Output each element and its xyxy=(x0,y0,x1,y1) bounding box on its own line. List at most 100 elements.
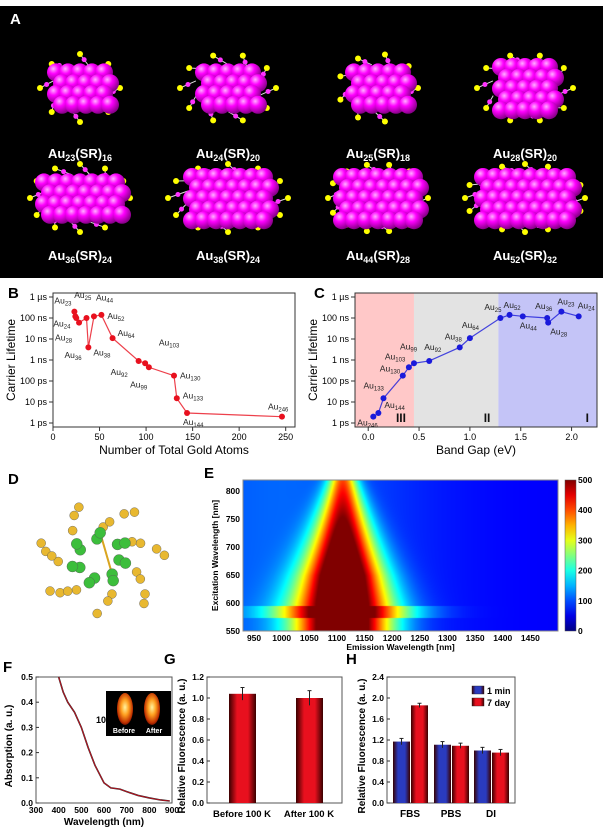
subscript: 38 xyxy=(455,337,462,343)
x-category-label: PBS xyxy=(441,809,462,820)
sulfur-atom xyxy=(285,195,291,201)
sulfur-atom xyxy=(77,229,83,235)
sulfur-atom xyxy=(363,228,370,235)
cluster-formula: Au25(SR)18 xyxy=(346,146,410,163)
formula-part: Au xyxy=(557,297,568,307)
absorption-curve-after xyxy=(58,676,170,802)
formula-part: Au xyxy=(48,146,65,161)
gold-atom xyxy=(67,525,78,536)
cluster-formula: Au44(SR)28 xyxy=(346,248,410,265)
x-tick-label: 1450 xyxy=(521,633,540,643)
x-tick-label: 1000 xyxy=(272,633,291,643)
point-label: Au246 xyxy=(357,418,378,430)
y-tick-label: 0.4 xyxy=(372,777,384,787)
bar xyxy=(474,750,491,803)
subscript: 36 xyxy=(75,356,82,362)
y-tick-label: 2.4 xyxy=(372,672,384,682)
ligand-gold-atom xyxy=(275,199,281,205)
data-point xyxy=(506,311,513,318)
y-axis-label: Absorption (a. u.) xyxy=(4,705,15,788)
sulfur-atom xyxy=(325,195,331,201)
formula-part: Au xyxy=(535,301,546,311)
y-tick-label: 550 xyxy=(226,626,240,636)
formula-part: Au xyxy=(55,333,66,343)
sulfur-atom xyxy=(522,161,528,167)
point-label: Au25 xyxy=(74,290,92,302)
sulfur-atom xyxy=(381,51,388,58)
y-tick-label: 100 ns xyxy=(20,313,48,323)
formula-part: Au xyxy=(130,379,141,389)
panel-a-label: A xyxy=(10,11,21,28)
ligand-gold-atom xyxy=(562,89,568,95)
gold-atom xyxy=(255,211,273,230)
sulfur-atom xyxy=(239,52,246,59)
data-point xyxy=(519,313,526,320)
y-tick-label: 1 ps xyxy=(332,418,350,428)
subscript: 28 xyxy=(561,333,568,339)
gold-atom xyxy=(140,589,150,599)
formula-part: Au xyxy=(196,146,213,161)
point-label: Au130 xyxy=(180,371,201,383)
sulfur-atom xyxy=(165,195,171,201)
point-label: Au38 xyxy=(445,331,463,343)
ligand-gold-atom xyxy=(81,57,87,63)
x-category-label: FBS xyxy=(400,809,420,820)
legend-swatch xyxy=(471,697,485,707)
ligand-gold-atom xyxy=(185,81,191,87)
bar xyxy=(296,698,323,803)
sulfur-atom xyxy=(425,195,431,201)
x-tick-label: 250 xyxy=(278,432,293,442)
y-tick-label: 1 ps xyxy=(30,418,48,428)
point-label: Au23 xyxy=(557,297,575,309)
panel-label: H xyxy=(346,651,357,668)
region-III xyxy=(355,293,414,427)
y-axis-label: Carrier Lifetime xyxy=(4,319,18,401)
formula-part: Au xyxy=(550,327,561,337)
formula-part: Au xyxy=(54,296,65,306)
subscript: 103 xyxy=(395,357,406,363)
point-label: Au28 xyxy=(55,333,73,345)
formula-part: Au xyxy=(48,248,65,263)
sulfur-atom xyxy=(52,165,58,172)
formula-part: Au xyxy=(445,331,456,341)
sulfur-atom xyxy=(48,109,55,116)
gold-atom xyxy=(540,101,558,120)
panel-label: F xyxy=(3,659,12,676)
sulfur-atom xyxy=(462,195,468,201)
plot-frame xyxy=(52,292,296,428)
y-tick-label: 0.1 xyxy=(21,773,33,783)
point-label: Au103 xyxy=(159,337,180,349)
sulfur-atom xyxy=(483,104,490,111)
data-point xyxy=(85,344,92,351)
sulfur-atom xyxy=(329,209,336,216)
data-point xyxy=(145,364,152,371)
subscript: 133 xyxy=(193,396,204,402)
y-tick-label: 100 ps xyxy=(322,376,350,386)
ligand-gold-atom xyxy=(190,99,196,105)
x-tick-label: 1400 xyxy=(493,633,512,643)
formula-part: Au xyxy=(424,342,435,352)
region-label: II xyxy=(484,411,491,425)
subscript: 32 xyxy=(547,255,557,265)
sulfur-atom xyxy=(276,178,283,184)
data-point xyxy=(380,395,387,402)
cluster-formula: Au52(SR)32 xyxy=(493,248,557,265)
subscript: 52 xyxy=(514,306,521,312)
point-label: Au99 xyxy=(130,379,148,391)
cluster-formula: Au23(SR)16 xyxy=(48,146,112,163)
formula-part: Au xyxy=(93,347,104,357)
y-tick-label: 0.0 xyxy=(21,798,33,808)
data-point xyxy=(135,357,142,364)
y-tick-label: 1 µs xyxy=(30,292,48,302)
point-label: Au133 xyxy=(183,390,204,402)
sulfur-atom xyxy=(225,229,231,235)
bar xyxy=(393,741,410,803)
sulfur-atom xyxy=(210,117,217,124)
sulfur-atom xyxy=(337,96,344,103)
point-label: Au99 xyxy=(400,341,418,353)
formula-part: Au xyxy=(520,320,531,330)
point-label: Au144 xyxy=(183,417,204,429)
x-axis-label: Number of Total Gold Atoms xyxy=(99,443,249,457)
